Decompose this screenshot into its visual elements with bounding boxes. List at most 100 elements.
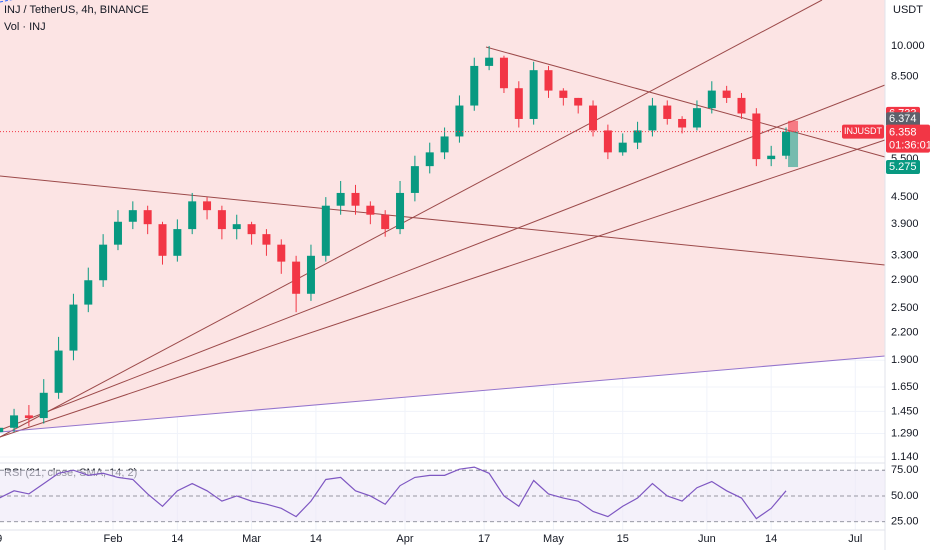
candle-body <box>767 155 776 160</box>
candle-body <box>366 205 375 215</box>
symbol-tag-bg <box>842 124 884 139</box>
x-tick-label: Feb <box>104 533 123 545</box>
candle-body <box>69 304 78 351</box>
x-tick-label: 14 <box>171 533 183 545</box>
candle-body <box>39 392 48 419</box>
price-axis-area <box>885 0 932 550</box>
candle-body <box>292 261 301 294</box>
y-tick-label: 10.000 <box>891 40 925 52</box>
x-tick-label: Jun <box>698 533 716 545</box>
candle-body <box>782 131 791 156</box>
candle-body <box>737 97 746 114</box>
y-tick-label: 1.140 <box>891 451 919 463</box>
candle-body <box>529 70 538 119</box>
trend-line <box>0 84 886 431</box>
candle-body <box>158 224 167 256</box>
countdown: 01:36:01 <box>889 140 932 152</box>
candle-body <box>10 415 19 428</box>
candle-body <box>485 57 494 66</box>
candle-body <box>321 205 330 256</box>
candle-body <box>84 280 93 305</box>
candle-body <box>440 136 449 153</box>
candle-body <box>173 229 182 256</box>
rsi-line <box>0 466 787 520</box>
candle-body <box>128 210 137 222</box>
candle-body <box>113 221 122 245</box>
y-unit: USDT <box>893 4 923 16</box>
y-tick-label: 3.900 <box>891 218 919 230</box>
candle-body <box>559 90 568 98</box>
trend-line <box>0 175 886 266</box>
x-tick-label: 9 <box>0 533 2 545</box>
candle-body <box>425 152 434 167</box>
trend-line <box>485 46 886 158</box>
candle-body <box>544 70 553 91</box>
x-tick-label: May <box>543 533 564 545</box>
y-tick-label: 2.500 <box>891 302 919 314</box>
price-label-bg <box>886 112 920 127</box>
x-tick-label: 14 <box>765 533 777 545</box>
candle-body <box>722 90 731 98</box>
y-tick-label: 8.500 <box>891 71 919 83</box>
candle-body <box>247 224 256 235</box>
candle-body <box>217 210 226 230</box>
candle-body <box>396 192 405 230</box>
candle-body <box>514 88 523 119</box>
candle-body <box>277 244 286 262</box>
candle-body <box>54 350 63 393</box>
candle-body <box>470 65 479 106</box>
candle-body <box>663 105 672 119</box>
candle-body <box>648 105 657 131</box>
rsi-tick-label: 75.00 <box>891 464 919 476</box>
trend-line <box>0 0 823 438</box>
candle-body <box>455 105 464 137</box>
candle-body <box>410 166 419 193</box>
symbol-tag: INJUSDT <box>844 126 883 136</box>
x-tick-label: Apr <box>396 533 413 545</box>
candle-body <box>678 118 687 128</box>
trend-line <box>0 355 886 433</box>
x-tick-label: 17 <box>478 533 490 545</box>
candle-body <box>99 244 108 281</box>
candle-body <box>351 192 360 206</box>
candle-body <box>752 113 761 160</box>
candle-body <box>707 90 716 109</box>
position-risk <box>788 120 799 132</box>
rsi-tick-label: 50.00 <box>891 490 919 502</box>
y-tick-label: 3.300 <box>891 250 919 262</box>
y-tick-label: 4.500 <box>891 191 919 203</box>
candle-body <box>618 142 627 153</box>
y-tick-label: 1.650 <box>891 381 919 393</box>
price-label: 6.374 <box>889 113 917 125</box>
candle-body <box>589 105 598 131</box>
candle-body <box>336 192 345 206</box>
last-price-bg <box>886 124 930 153</box>
candle-body <box>381 214 390 230</box>
candle-body <box>24 415 33 419</box>
rsi-tick-label: 25.00 <box>891 516 919 528</box>
candle-body <box>574 97 583 106</box>
y-tick-label: 1.450 <box>891 405 919 417</box>
candle-body <box>262 234 271 245</box>
x-tick-label: 14 <box>310 533 322 545</box>
y-tick-label: 2.900 <box>891 274 919 286</box>
price-label-bg <box>886 160 920 175</box>
y-tick-label: 1.900 <box>891 354 919 366</box>
candle-body <box>633 130 642 143</box>
candle-body <box>203 201 212 211</box>
chart-title: INJ / TetherUS, 4h, BINANCE <box>4 4 149 16</box>
y-tick-label: 2.200 <box>891 326 919 338</box>
candle-body <box>232 224 241 230</box>
candle-body <box>603 130 612 153</box>
candle-body <box>0 427 4 433</box>
candle-body <box>143 210 152 225</box>
candle-body <box>188 201 197 230</box>
last-price-label: 6.358 <box>889 127 917 139</box>
y-tick-label: 1.290 <box>891 427 919 439</box>
x-tick-label: Jul <box>848 533 862 545</box>
chart-subtitle: Vol · INJ <box>4 21 46 33</box>
candle-body <box>499 57 508 89</box>
candle-body <box>306 255 315 294</box>
position-reward <box>788 131 799 168</box>
